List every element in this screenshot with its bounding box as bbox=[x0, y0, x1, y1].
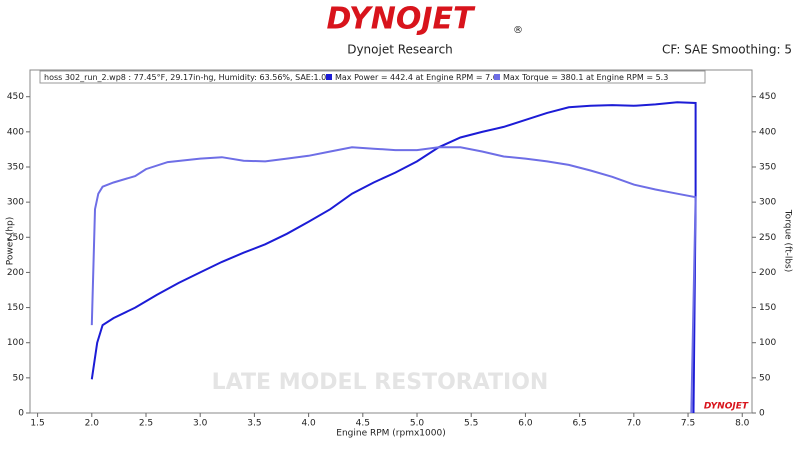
y2-axis-label: Torque (ft-lbs) bbox=[783, 209, 793, 273]
x-tick-label: 5.0 bbox=[410, 419, 425, 429]
legend-swatch bbox=[326, 74, 332, 80]
x-tick-label: 4.0 bbox=[301, 419, 316, 429]
y-tick-label: 0 bbox=[18, 409, 24, 419]
y-tick-label: 100 bbox=[7, 338, 24, 348]
y-tick-label: 400 bbox=[7, 127, 24, 137]
y2-tick-label: 200 bbox=[759, 268, 776, 278]
plot-frame bbox=[29, 69, 753, 414]
legend-run: hoss 302_run_2.wp8 : 77.45°F, 29.17in-hg… bbox=[44, 73, 331, 82]
y2-tick-label: 150 bbox=[759, 303, 776, 313]
y-tick-label: 450 bbox=[7, 92, 24, 102]
watermark: LATE MODEL RESTORATION bbox=[212, 370, 549, 395]
y-tick-label: 200 bbox=[7, 268, 24, 278]
y2-tick-label: 50 bbox=[759, 373, 771, 383]
settings: CF: SAE Smoothing: 5 bbox=[662, 43, 792, 57]
y2-tick-label: 300 bbox=[759, 198, 776, 208]
y-axis-label: Power (hp) bbox=[6, 217, 16, 266]
x-tick-label: 3.0 bbox=[193, 419, 208, 429]
x-tick-label: 7.5 bbox=[681, 419, 695, 429]
x-tick-label: 5.5 bbox=[464, 419, 478, 429]
line-series bbox=[90, 146, 697, 414]
logo-mark: ® bbox=[513, 25, 523, 36]
y-tick-label: 150 bbox=[7, 303, 24, 313]
y-tick-label: 250 bbox=[7, 233, 24, 243]
y2-tick-label: 0 bbox=[759, 409, 765, 419]
y2-tick-label: 450 bbox=[759, 92, 776, 102]
legend-torque: Max Torque = 380.1 at Engine RPM = 5.3 bbox=[503, 73, 668, 82]
x-tick-label: 2.5 bbox=[139, 419, 153, 429]
y2-tick-label: 250 bbox=[759, 233, 776, 243]
y2-tick-label: 100 bbox=[759, 338, 776, 348]
y-tick-label: 50 bbox=[13, 373, 25, 383]
corner-logo: DYNOJET bbox=[704, 402, 749, 412]
legend-box bbox=[39, 70, 706, 84]
x-tick-label: 4.5 bbox=[356, 419, 370, 429]
x-tick-label: 2.0 bbox=[85, 419, 100, 429]
y-tick-label: 300 bbox=[7, 198, 24, 208]
line-series bbox=[90, 101, 697, 414]
x-tick-label: 6.5 bbox=[572, 419, 586, 429]
company: Dynojet Research bbox=[347, 43, 453, 57]
y2-tick-label: 350 bbox=[759, 162, 776, 172]
x-tick-label: 3.5 bbox=[247, 419, 261, 429]
x-tick-label: 7.0 bbox=[627, 419, 642, 429]
y-tick-label: 350 bbox=[7, 162, 24, 172]
y2-tick-label: 400 bbox=[759, 127, 776, 137]
x-tick-label: 8.0 bbox=[735, 419, 750, 429]
legend-swatch bbox=[494, 74, 500, 80]
x-tick-label: 1.5 bbox=[30, 419, 44, 429]
x-tick-label: 6.0 bbox=[518, 419, 533, 429]
logo: DYNOJET bbox=[326, 2, 476, 37]
legend-power: Max Power = 442.4 at Engine RPM = 7.6 bbox=[335, 73, 498, 82]
x-axis-label: Engine RPM (rpmx1000) bbox=[336, 429, 445, 439]
